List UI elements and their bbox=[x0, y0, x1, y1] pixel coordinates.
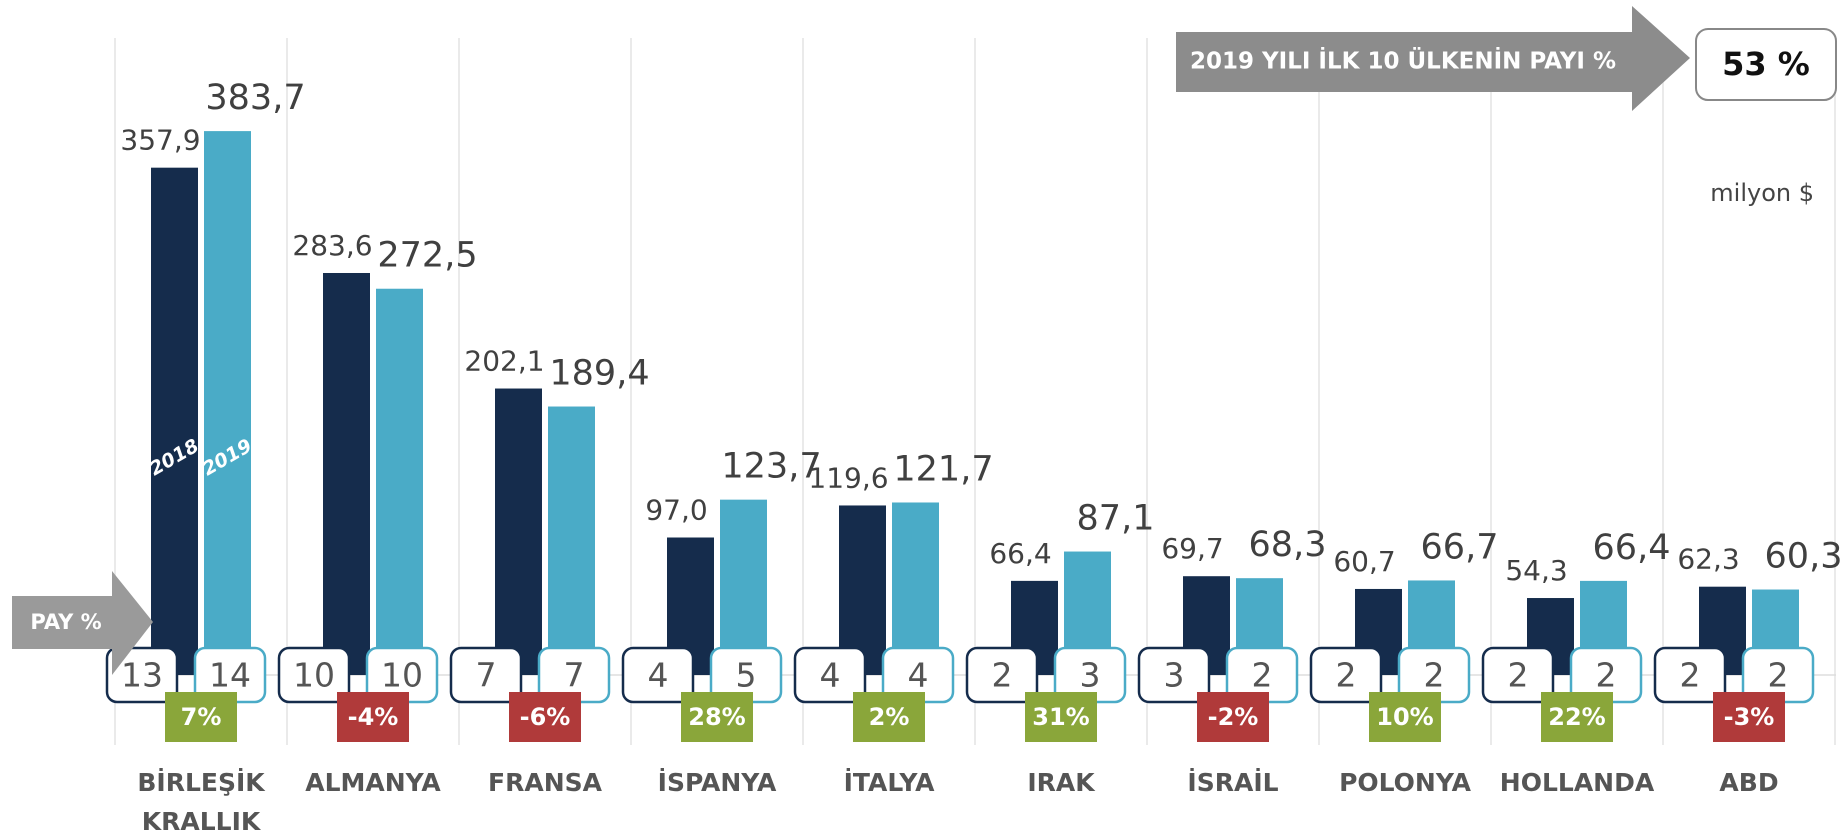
category-label: KRALLIK bbox=[142, 807, 262, 836]
category-label: HOLLANDA bbox=[1500, 768, 1655, 797]
share-box bbox=[1653, 646, 1727, 704]
bar bbox=[204, 131, 251, 676]
share-value: 2 bbox=[1508, 656, 1529, 695]
value-label: 357,9 bbox=[120, 124, 200, 157]
share-value: 4 bbox=[820, 656, 841, 695]
category-label: İSPANYA bbox=[658, 767, 777, 797]
value-label: 60,3 bbox=[1765, 537, 1840, 577]
share-value: 2 bbox=[1336, 656, 1357, 695]
value-label: 121,7 bbox=[893, 449, 993, 489]
top10-share-box bbox=[1695, 28, 1837, 101]
change-badge bbox=[165, 692, 237, 742]
share-value: 4 bbox=[908, 656, 929, 695]
change-label: -6% bbox=[520, 703, 571, 731]
share-box bbox=[1481, 646, 1555, 704]
value-label: 60,7 bbox=[1333, 545, 1395, 578]
change-label: 7% bbox=[181, 703, 222, 731]
change-badge bbox=[853, 692, 925, 742]
plot: 357,9201813383,72019147%BİRLEŞİKKRALLIK2… bbox=[105, 38, 1840, 836]
share-value: 2 bbox=[1680, 656, 1701, 695]
change-badge bbox=[337, 692, 409, 742]
value-label: 123,7 bbox=[721, 447, 821, 487]
share-value: 7 bbox=[564, 656, 585, 695]
change-badge bbox=[1713, 692, 1785, 742]
value-label: 66,7 bbox=[1421, 527, 1499, 567]
change-label: 28% bbox=[688, 703, 745, 731]
value-label: 202,1 bbox=[464, 345, 544, 378]
share-arrow bbox=[12, 571, 153, 675]
bar bbox=[839, 505, 886, 675]
value-label: 283,6 bbox=[292, 229, 372, 262]
bar bbox=[892, 502, 939, 675]
category-label: ABD bbox=[1719, 768, 1778, 797]
bar bbox=[495, 388, 542, 675]
share-value: 10 bbox=[293, 656, 335, 695]
change-label: -3% bbox=[1724, 703, 1775, 731]
top10-share: 53 % bbox=[1722, 45, 1810, 83]
value-label: 272,5 bbox=[377, 236, 477, 276]
bar bbox=[151, 167, 198, 675]
value-label: 87,1 bbox=[1077, 499, 1155, 539]
value-label: 383,7 bbox=[205, 78, 305, 118]
value-label: 66,4 bbox=[989, 537, 1051, 570]
change-label: 2% bbox=[869, 703, 910, 731]
share-box bbox=[621, 646, 695, 704]
category-label: İTALYA bbox=[844, 767, 936, 797]
share-box bbox=[277, 646, 351, 704]
share-box bbox=[449, 646, 523, 704]
category-label: BİRLEŞİK bbox=[137, 767, 266, 797]
category-label: IRAK bbox=[1027, 768, 1096, 797]
share-box bbox=[965, 646, 1039, 704]
change-badge bbox=[1369, 692, 1441, 742]
share-box bbox=[105, 646, 179, 704]
change-label: -4% bbox=[348, 703, 399, 731]
bar bbox=[720, 499, 767, 675]
unit-label: milyon $ bbox=[1710, 179, 1814, 207]
bar bbox=[376, 288, 423, 675]
bar bbox=[323, 272, 370, 675]
share-value: 10 bbox=[381, 656, 423, 695]
value-label: 66,4 bbox=[1593, 528, 1671, 568]
value-label: 62,3 bbox=[1677, 543, 1739, 576]
share-box bbox=[1137, 646, 1211, 704]
value-label: 69,7 bbox=[1161, 532, 1223, 565]
value-label: 68,3 bbox=[1249, 525, 1327, 565]
value-label: 189,4 bbox=[549, 354, 649, 394]
value-label: 54,3 bbox=[1505, 554, 1567, 587]
change-label: -2% bbox=[1208, 703, 1259, 731]
share-value: 2 bbox=[1252, 656, 1273, 695]
top10-title: 2019 YILI İLK 10 ÜLKENİN PAYI % bbox=[1190, 47, 1616, 75]
category-label: FRANSA bbox=[488, 768, 603, 797]
category-label: ALMANYA bbox=[305, 768, 441, 797]
bar bbox=[548, 406, 595, 675]
share-value: 3 bbox=[1080, 656, 1101, 695]
category-label: POLONYA bbox=[1339, 768, 1472, 797]
change-label: 10% bbox=[1376, 703, 1433, 731]
share-label: PAY % bbox=[30, 610, 101, 634]
change-badge bbox=[681, 692, 753, 742]
change-badge bbox=[1197, 692, 1269, 742]
value-label: 119,6 bbox=[808, 461, 888, 494]
share-value: 13 bbox=[121, 656, 163, 695]
share-box bbox=[1309, 646, 1383, 704]
change-badge bbox=[1025, 692, 1097, 742]
share-value: 14 bbox=[209, 656, 251, 695]
share-value: 2 bbox=[992, 656, 1013, 695]
share-value: 3 bbox=[1164, 656, 1185, 695]
change-label: 22% bbox=[1548, 703, 1605, 731]
share-value: 7 bbox=[476, 656, 497, 695]
title-arrow bbox=[1176, 6, 1690, 111]
share-value: 2 bbox=[1424, 656, 1445, 695]
share-value: 5 bbox=[736, 656, 757, 695]
category-label: İSRAİL bbox=[1187, 767, 1278, 797]
change-label: 31% bbox=[1032, 703, 1089, 731]
share-value: 2 bbox=[1768, 656, 1789, 695]
share-value: 4 bbox=[648, 656, 669, 695]
change-badge bbox=[509, 692, 581, 742]
share-value: 2 bbox=[1596, 656, 1617, 695]
value-label: 97,0 bbox=[645, 494, 707, 527]
share-box bbox=[793, 646, 867, 704]
change-badge bbox=[1541, 692, 1613, 742]
